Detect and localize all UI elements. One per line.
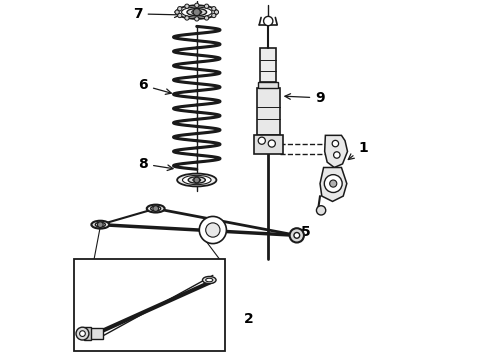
Circle shape <box>324 175 342 193</box>
Text: 7: 7 <box>133 7 180 21</box>
Circle shape <box>214 10 219 14</box>
Circle shape <box>177 13 182 18</box>
Ellipse shape <box>92 221 109 229</box>
Text: 9: 9 <box>285 91 325 105</box>
Text: 1: 1 <box>348 141 368 159</box>
Circle shape <box>175 10 179 14</box>
Circle shape <box>195 3 199 8</box>
Ellipse shape <box>182 175 211 185</box>
Circle shape <box>195 17 199 21</box>
Bar <box>74 258 225 351</box>
Circle shape <box>294 233 300 238</box>
Text: 6: 6 <box>138 78 171 94</box>
Ellipse shape <box>193 178 201 182</box>
Circle shape <box>330 180 337 187</box>
Circle shape <box>264 17 273 26</box>
Circle shape <box>204 16 209 20</box>
Ellipse shape <box>96 222 105 227</box>
Circle shape <box>258 137 266 144</box>
Circle shape <box>290 228 304 243</box>
Circle shape <box>153 206 159 211</box>
Circle shape <box>206 223 220 237</box>
Bar <box>254 135 283 154</box>
Circle shape <box>177 6 182 11</box>
Ellipse shape <box>206 278 213 282</box>
Circle shape <box>212 6 216 11</box>
Text: 3: 3 <box>124 276 139 292</box>
Ellipse shape <box>151 206 161 211</box>
Circle shape <box>268 140 275 147</box>
Circle shape <box>332 140 339 147</box>
Circle shape <box>199 216 226 244</box>
Circle shape <box>79 331 85 337</box>
Polygon shape <box>90 328 103 339</box>
Circle shape <box>193 9 200 16</box>
Circle shape <box>212 13 216 18</box>
Ellipse shape <box>202 276 216 284</box>
Circle shape <box>98 222 103 228</box>
Text: 8: 8 <box>138 157 173 171</box>
Bar <box>260 48 276 82</box>
Bar <box>257 88 280 135</box>
Ellipse shape <box>192 10 202 14</box>
Ellipse shape <box>182 7 212 17</box>
Polygon shape <box>325 135 347 167</box>
Polygon shape <box>84 327 92 340</box>
Ellipse shape <box>177 174 217 186</box>
Bar <box>258 82 278 88</box>
Ellipse shape <box>188 177 205 183</box>
Circle shape <box>334 152 340 158</box>
Circle shape <box>76 327 89 340</box>
Polygon shape <box>320 167 347 202</box>
Text: 5: 5 <box>298 225 311 239</box>
Circle shape <box>185 16 189 20</box>
Text: 4: 4 <box>162 294 176 310</box>
Circle shape <box>204 4 209 8</box>
Circle shape <box>317 206 326 215</box>
Circle shape <box>185 4 189 8</box>
Text: 2: 2 <box>244 312 253 326</box>
Circle shape <box>194 177 199 183</box>
Ellipse shape <box>187 9 207 16</box>
Ellipse shape <box>147 204 165 212</box>
Ellipse shape <box>176 5 218 19</box>
